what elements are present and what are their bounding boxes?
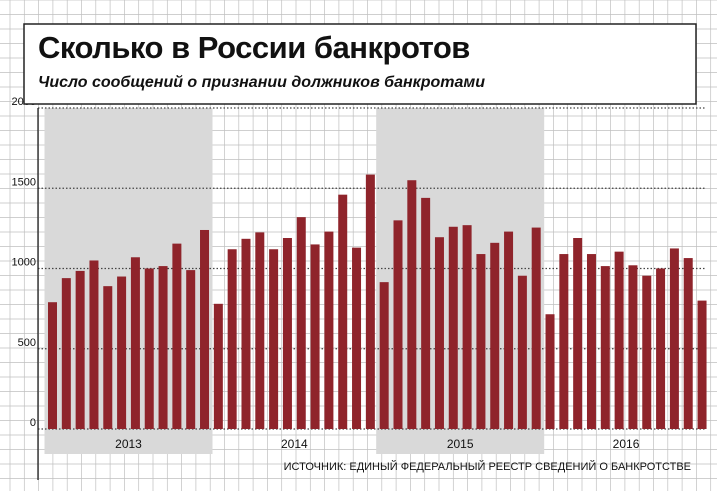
bar	[144, 268, 154, 429]
bar	[117, 276, 127, 429]
bar	[365, 174, 375, 429]
bar	[186, 270, 196, 429]
bar	[600, 266, 610, 429]
tick-layer: 0500100015002000	[12, 96, 39, 480]
bar	[421, 197, 431, 429]
y-tick-label: 0	[30, 417, 36, 429]
bar	[200, 229, 210, 429]
bar	[130, 257, 140, 429]
bar	[531, 227, 541, 429]
bar	[614, 251, 624, 429]
bar	[434, 237, 444, 429]
bar-layer	[48, 174, 707, 429]
bar	[282, 238, 292, 429]
bar	[462, 225, 472, 429]
bar	[669, 248, 679, 429]
bar	[476, 254, 486, 429]
bar	[241, 238, 251, 429]
bar	[628, 265, 638, 429]
bar	[324, 231, 334, 429]
y-tick-label: 1500	[12, 176, 36, 188]
bar	[75, 270, 85, 429]
bar	[352, 247, 362, 429]
bar	[61, 278, 71, 429]
year-label: 2016	[613, 437, 640, 451]
year-shade-2015	[376, 108, 545, 454]
bar	[545, 314, 555, 429]
bar	[172, 243, 182, 429]
bar	[490, 242, 500, 429]
bar	[517, 275, 527, 429]
bar	[213, 303, 223, 429]
bar	[296, 217, 306, 429]
shade-layer	[44, 108, 545, 454]
bar	[573, 238, 583, 429]
source-note: ИСТОЧНИК: ЕДИНЫЙ ФЕДЕРАЛЬНЫЙ РЕЕСТР СВЕД…	[283, 461, 691, 473]
chart-title: Сколько в России банкротов	[38, 30, 470, 65]
bar	[255, 232, 265, 429]
bar	[310, 244, 320, 429]
bar	[642, 275, 652, 429]
bar	[683, 258, 693, 429]
year-label: 2014	[281, 437, 308, 451]
year-label: 2013	[115, 437, 142, 451]
bar	[504, 231, 514, 429]
bar	[48, 302, 57, 429]
bar	[697, 300, 707, 429]
bar	[89, 260, 99, 429]
bar	[338, 194, 348, 429]
bar	[379, 282, 389, 429]
y-tick-label: 1000	[12, 257, 36, 269]
bar	[448, 226, 458, 429]
bar	[158, 266, 168, 429]
chart-subtitle: Число сообщений о признании должников ба…	[38, 74, 486, 91]
bar	[656, 268, 666, 429]
year-label-layer: 2013 2014 2015 2016	[115, 437, 640, 451]
bar	[393, 220, 403, 429]
title-box	[23, 23, 697, 105]
y-tick-label: 500	[18, 337, 36, 349]
bar	[586, 254, 596, 429]
year-label: 2015	[447, 437, 474, 451]
bar	[269, 249, 279, 429]
year-shade-2013	[44, 108, 213, 454]
bar	[559, 254, 569, 429]
bar	[227, 249, 237, 429]
bar	[407, 180, 417, 429]
bar	[103, 286, 113, 429]
